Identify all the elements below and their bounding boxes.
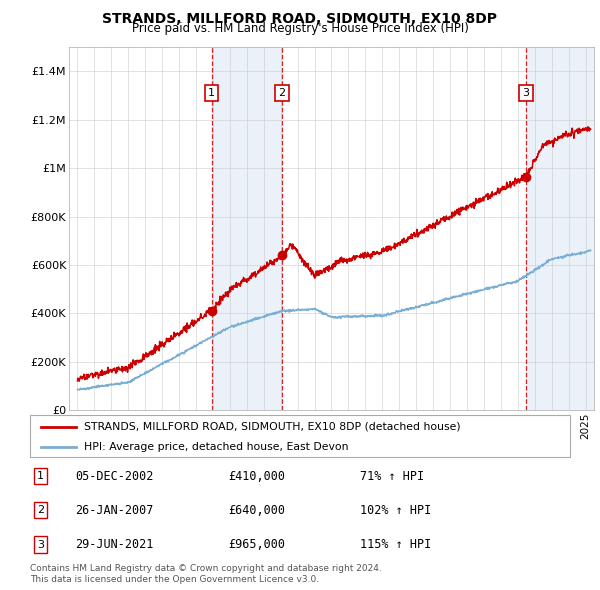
Text: £640,000: £640,000	[228, 504, 285, 517]
Text: £965,000: £965,000	[228, 538, 285, 551]
Text: 2: 2	[37, 506, 44, 515]
Text: 2: 2	[278, 88, 286, 98]
Text: 71% ↑ HPI: 71% ↑ HPI	[360, 470, 424, 483]
Text: 29-JUN-2021: 29-JUN-2021	[75, 538, 154, 551]
Text: 115% ↑ HPI: 115% ↑ HPI	[360, 538, 431, 551]
Text: 3: 3	[37, 540, 44, 549]
Text: STRANDS, MILLFORD ROAD, SIDMOUTH, EX10 8DP (detached house): STRANDS, MILLFORD ROAD, SIDMOUTH, EX10 8…	[84, 422, 461, 432]
Text: 102% ↑ HPI: 102% ↑ HPI	[360, 504, 431, 517]
Text: 3: 3	[523, 88, 530, 98]
Text: HPI: Average price, detached house, East Devon: HPI: Average price, detached house, East…	[84, 442, 349, 451]
Bar	[212, 47, 282, 410]
Text: STRANDS, MILLFORD ROAD, SIDMOUTH, EX10 8DP: STRANDS, MILLFORD ROAD, SIDMOUTH, EX10 8…	[103, 12, 497, 26]
Text: Contains HM Land Registry data © Crown copyright and database right 2024.: Contains HM Land Registry data © Crown c…	[30, 565, 382, 573]
Text: 1: 1	[37, 471, 44, 481]
Text: 05-DEC-2002: 05-DEC-2002	[75, 470, 154, 483]
Bar	[526, 47, 594, 410]
FancyBboxPatch shape	[30, 415, 570, 457]
Text: 1: 1	[208, 88, 215, 98]
Text: £410,000: £410,000	[228, 470, 285, 483]
Text: Price paid vs. HM Land Registry's House Price Index (HPI): Price paid vs. HM Land Registry's House …	[131, 22, 469, 35]
Text: 26-JAN-2007: 26-JAN-2007	[75, 504, 154, 517]
Text: This data is licensed under the Open Government Licence v3.0.: This data is licensed under the Open Gov…	[30, 575, 319, 584]
